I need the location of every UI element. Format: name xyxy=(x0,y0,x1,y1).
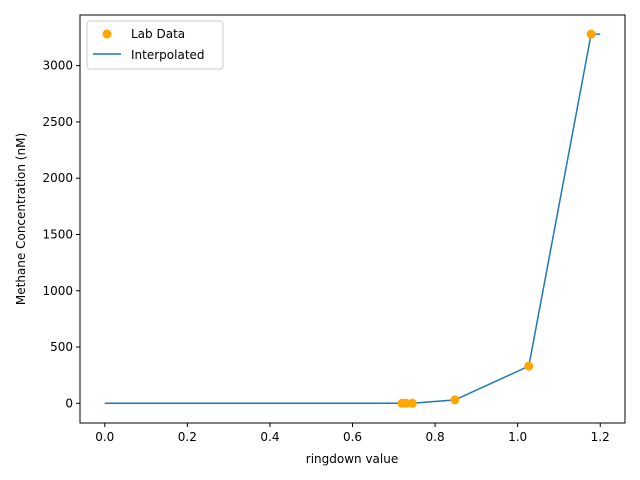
x-tick-label: 1.2 xyxy=(591,430,610,444)
data-point-lab-data xyxy=(450,395,460,405)
data-point-lab-data xyxy=(586,29,596,39)
plot-marks xyxy=(104,29,601,408)
data-point-lab-data xyxy=(524,361,534,371)
y-tick-label: 3000 xyxy=(42,59,73,73)
x-tick-label: 0.8 xyxy=(426,430,445,444)
x-axis-label: ringdown value xyxy=(306,452,398,466)
y-tick-label: 1000 xyxy=(42,284,73,298)
legend: Lab Data Interpolated xyxy=(86,20,224,70)
y-tick-label: 500 xyxy=(50,340,73,354)
y-axis: 0 500 1000 1500 2000 2500 3000 xyxy=(42,59,80,410)
y-tick-label: 0 xyxy=(65,396,73,410)
x-tick-label: 0.4 xyxy=(260,430,279,444)
plot-frame xyxy=(79,14,626,424)
y-tick-label: 2000 xyxy=(42,171,73,185)
x-tick-label: 1.0 xyxy=(508,430,527,444)
y-tick-label: 2500 xyxy=(42,115,73,129)
y-tick-label: 1500 xyxy=(42,227,73,241)
x-axis: 0.0 0.2 0.4 0.6 0.8 1.0 1.2 xyxy=(95,423,610,444)
x-tick-label: 0.2 xyxy=(178,430,197,444)
data-point-lab-data xyxy=(401,398,411,408)
series-line-interpolated xyxy=(104,33,601,405)
x-tick-label: 0.6 xyxy=(343,430,362,444)
legend-box xyxy=(86,20,224,70)
y-axis-label: Methane Concentration (nM) xyxy=(14,133,28,305)
legend-label-lab-data: Lab Data xyxy=(131,27,185,41)
x-tick-label: 0.0 xyxy=(95,430,114,444)
legend-label-interpolated: Interpolated xyxy=(131,48,205,62)
data-point-lab-data xyxy=(407,398,417,408)
legend-marker-lab-data xyxy=(102,29,112,39)
